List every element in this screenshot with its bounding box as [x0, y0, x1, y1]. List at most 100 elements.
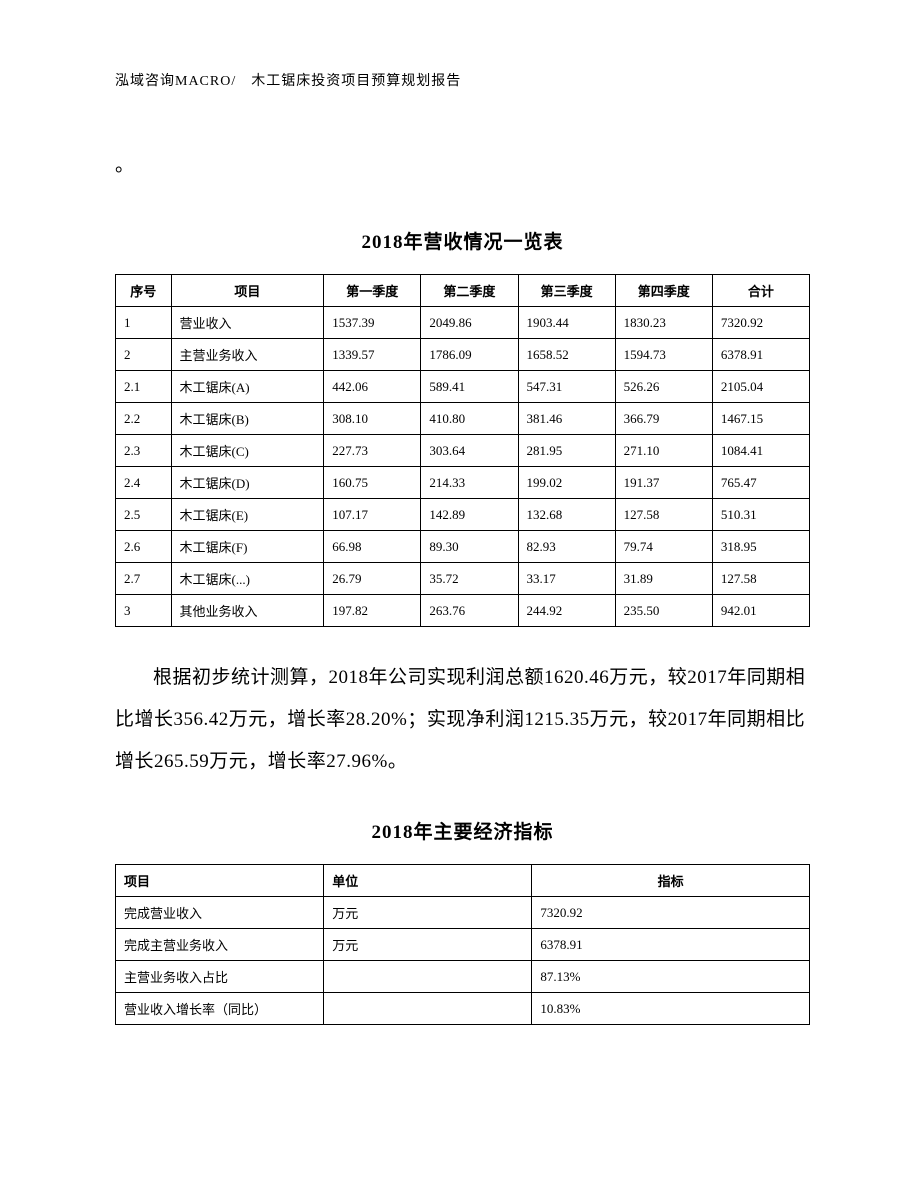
col-header: 单位 [324, 865, 532, 897]
table-row: 完成主营业务收入万元6378.91 [116, 929, 810, 961]
table-row: 3其他业务收入197.82263.76244.92235.50942.01 [116, 595, 810, 627]
table-cell: 2.6 [116, 531, 172, 563]
table-cell: 7320.92 [532, 897, 810, 929]
table-cell: 127.58 [615, 499, 712, 531]
table-cell: 木工锯床(A) [171, 371, 324, 403]
table-cell: 1903.44 [518, 307, 615, 339]
table-cell: 442.06 [324, 371, 421, 403]
table-cell: 1339.57 [324, 339, 421, 371]
table-cell: 33.17 [518, 563, 615, 595]
table-cell: 271.10 [615, 435, 712, 467]
col-header: 项目 [116, 865, 324, 897]
table-cell: 410.80 [421, 403, 518, 435]
table-cell: 303.64 [421, 435, 518, 467]
table-row: 2.2木工锯床(B)308.10410.80381.46366.791467.1… [116, 403, 810, 435]
table-row: 2.3木工锯床(C)227.73303.64281.95271.101084.4… [116, 435, 810, 467]
table-cell: 1467.15 [712, 403, 809, 435]
table-cell: 2049.86 [421, 307, 518, 339]
table-cell: 66.98 [324, 531, 421, 563]
table-cell: 木工锯床(...) [171, 563, 324, 595]
table-cell: 2105.04 [712, 371, 809, 403]
table-cell: 6378.91 [532, 929, 810, 961]
table-cell: 木工锯床(D) [171, 467, 324, 499]
table-cell: 2 [116, 339, 172, 371]
table-cell: 2.4 [116, 467, 172, 499]
table-cell: 235.50 [615, 595, 712, 627]
table-cell: 主营业务收入 [171, 339, 324, 371]
table-cell: 26.79 [324, 563, 421, 595]
table-cell: 木工锯床(E) [171, 499, 324, 531]
table-row: 2.4木工锯床(D)160.75214.33199.02191.37765.47 [116, 467, 810, 499]
revenue-table: 序号 项目 第一季度 第二季度 第三季度 第四季度 合计 1营业收入1537.3… [115, 274, 810, 627]
table-row: 1营业收入1537.392049.861903.441830.237320.92 [116, 307, 810, 339]
table-cell: 1594.73 [615, 339, 712, 371]
table-cell: 7320.92 [712, 307, 809, 339]
indicators-table: 项目 单位 指标 完成营业收入万元7320.92完成主营业务收入万元6378.9… [115, 864, 810, 1025]
col-header: 第四季度 [615, 275, 712, 307]
table-cell: 31.89 [615, 563, 712, 595]
table-row: 营业收入增长率（同比）10.83% [116, 993, 810, 1025]
col-header: 第一季度 [324, 275, 421, 307]
table-cell: 132.68 [518, 499, 615, 531]
table-cell: 263.76 [421, 595, 518, 627]
table-cell: 1830.23 [615, 307, 712, 339]
table-row: 2.1木工锯床(A)442.06589.41547.31526.262105.0… [116, 371, 810, 403]
table-cell: 142.89 [421, 499, 518, 531]
table-cell: 2.7 [116, 563, 172, 595]
table-row: 2.5木工锯床(E)107.17142.89132.68127.58510.31 [116, 499, 810, 531]
table-cell: 木工锯床(C) [171, 435, 324, 467]
table-cell: 2.2 [116, 403, 172, 435]
table-cell: 318.95 [712, 531, 809, 563]
table-header-row: 序号 项目 第一季度 第二季度 第三季度 第四季度 合计 [116, 275, 810, 307]
col-header: 指标 [532, 865, 810, 897]
table-cell: 589.41 [421, 371, 518, 403]
table-cell: 万元 [324, 897, 532, 929]
table-cell: 2.3 [116, 435, 172, 467]
col-header: 第三季度 [518, 275, 615, 307]
table-cell: 1537.39 [324, 307, 421, 339]
table-cell: 281.95 [518, 435, 615, 467]
table-cell: 1786.09 [421, 339, 518, 371]
table-cell: 1 [116, 307, 172, 339]
col-header: 项目 [171, 275, 324, 307]
table-header-row: 项目 单位 指标 [116, 865, 810, 897]
period-mark: 。 [115, 150, 810, 177]
col-header: 序号 [116, 275, 172, 307]
table-cell: 其他业务收入 [171, 595, 324, 627]
table-cell [324, 993, 532, 1025]
table-row: 主营业务收入占比87.13% [116, 961, 810, 993]
table1-title: 2018年营收情况一览表 [115, 227, 810, 254]
table-cell: 万元 [324, 929, 532, 961]
table-cell: 244.92 [518, 595, 615, 627]
table-row: 完成营业收入万元7320.92 [116, 897, 810, 929]
table-cell: 木工锯床(F) [171, 531, 324, 563]
page-header: 泓域咨询MACRO/ 木工锯床投资项目预算规划报告 [115, 70, 810, 90]
table-cell: 1084.41 [712, 435, 809, 467]
table-cell: 82.93 [518, 531, 615, 563]
table-cell: 214.33 [421, 467, 518, 499]
col-header: 合计 [712, 275, 809, 307]
table-cell: 199.02 [518, 467, 615, 499]
table-row: 2.7木工锯床(...)26.7935.7233.1731.89127.58 [116, 563, 810, 595]
table-row: 2主营业务收入1339.571786.091658.521594.736378.… [116, 339, 810, 371]
table-cell: 227.73 [324, 435, 421, 467]
table-cell: 营业收入 [171, 307, 324, 339]
table-cell: 89.30 [421, 531, 518, 563]
table-cell: 160.75 [324, 467, 421, 499]
table-cell: 765.47 [712, 467, 809, 499]
table-cell: 107.17 [324, 499, 421, 531]
table-cell: 6378.91 [712, 339, 809, 371]
table-cell: 2.1 [116, 371, 172, 403]
document-page: 泓域咨询MACRO/ 木工锯床投资项目预算规划报告 。 2018年营收情况一览表… [0, 0, 920, 1115]
table-cell: 木工锯床(B) [171, 403, 324, 435]
table-cell: 87.13% [532, 961, 810, 993]
table-cell: 1658.52 [518, 339, 615, 371]
table-cell: 2.5 [116, 499, 172, 531]
table-cell: 35.72 [421, 563, 518, 595]
table-cell: 526.26 [615, 371, 712, 403]
table2-title: 2018年主要经济指标 [115, 817, 810, 844]
col-header: 第二季度 [421, 275, 518, 307]
table-cell: 381.46 [518, 403, 615, 435]
table-cell: 197.82 [324, 595, 421, 627]
table-cell: 79.74 [615, 531, 712, 563]
